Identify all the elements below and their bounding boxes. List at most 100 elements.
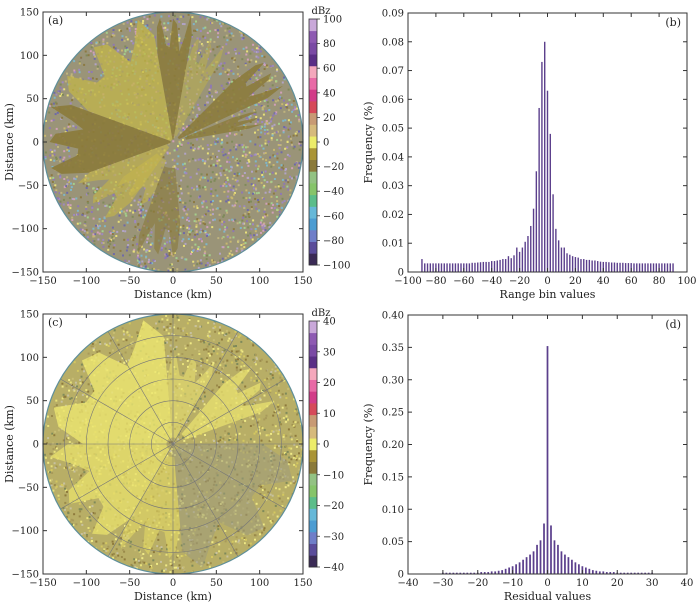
x-tick-label: 50 xyxy=(210,276,223,287)
bar xyxy=(650,263,652,272)
colorbar-swatch xyxy=(309,356,317,369)
bar xyxy=(584,567,587,574)
colorbar-swatch xyxy=(309,485,317,498)
colorbar-swatch xyxy=(309,496,317,509)
y-tick-label: 100 xyxy=(20,353,39,364)
echo-region xyxy=(185,112,263,140)
bar xyxy=(536,544,538,574)
y-axis-label: Distance (km) xyxy=(3,103,16,181)
y-tick-label: 0 xyxy=(398,570,404,581)
x-tick-label: 0 xyxy=(544,578,550,589)
bar xyxy=(543,523,545,574)
bar xyxy=(524,241,526,272)
bar xyxy=(633,572,636,574)
bar xyxy=(485,261,487,272)
x-tick-label: −100 xyxy=(394,276,421,287)
azimuth-line xyxy=(172,443,239,557)
panel-label: (c) xyxy=(48,316,63,329)
bar xyxy=(647,263,649,272)
bar xyxy=(619,262,621,272)
bar xyxy=(595,570,598,574)
echo-region xyxy=(177,62,283,140)
panel-b: −100 −80 −60 −40 −20 0 20 40 60 80 100 0 0.01 0.02 0.0… xyxy=(362,9,697,302)
bar xyxy=(602,261,604,272)
x-tick-label: 0 xyxy=(170,578,176,589)
x-tick-label: −20 xyxy=(467,578,488,589)
bar xyxy=(640,572,643,574)
bar xyxy=(513,255,515,272)
bar xyxy=(560,247,563,272)
bar xyxy=(454,263,457,272)
bar xyxy=(504,259,507,272)
bar xyxy=(532,208,535,272)
x-tick-label: −10 xyxy=(502,578,523,589)
y-tick-label: 0.04 xyxy=(382,152,404,163)
bar xyxy=(624,263,627,272)
colorbar-tick-label: 40 xyxy=(323,317,336,328)
bar xyxy=(616,262,618,272)
bar xyxy=(613,262,616,272)
bar xyxy=(539,540,542,574)
bar xyxy=(518,562,521,574)
bar xyxy=(466,572,469,574)
colorbar-swatch xyxy=(309,414,317,427)
colorbar-tick-label: −40 xyxy=(323,187,344,198)
bar xyxy=(550,525,552,574)
y-tick-label: 0.03 xyxy=(382,181,404,192)
bar xyxy=(459,572,462,574)
echo-region xyxy=(49,105,171,174)
bar xyxy=(599,261,602,272)
bar xyxy=(469,572,472,574)
colorbar-tick-label: 100 xyxy=(323,15,342,26)
y-axis-label: Distance (km) xyxy=(3,405,16,483)
x-tick-label: −50 xyxy=(119,276,140,287)
colorbar-swatch xyxy=(309,508,317,521)
bar xyxy=(473,572,476,574)
y-tick-label: 0.02 xyxy=(382,210,404,221)
y-tick-label: 0 xyxy=(398,268,404,279)
bar xyxy=(522,559,524,574)
bar xyxy=(483,572,486,574)
colorbar-swatch xyxy=(309,171,317,184)
bar xyxy=(647,572,650,574)
colorbar-swatch xyxy=(309,520,317,533)
bar xyxy=(578,564,580,574)
colorbar-tick-label: 30 xyxy=(323,347,336,358)
azimuth-line xyxy=(60,378,174,445)
y-tick-label: 0.08 xyxy=(382,37,404,48)
x-tick-label: −40 xyxy=(397,578,418,589)
bar xyxy=(627,263,630,272)
bar xyxy=(583,259,585,272)
bar xyxy=(532,551,535,574)
bar xyxy=(546,346,549,574)
bar xyxy=(479,262,482,272)
colorbar-tick-label: −20 xyxy=(323,162,344,173)
bar xyxy=(623,572,626,574)
y-tick-label: −100 xyxy=(12,224,39,235)
x-axis-label: Residual values xyxy=(504,590,592,603)
y-tick-label: 0.05 xyxy=(382,124,404,135)
bar xyxy=(637,572,640,574)
bar xyxy=(655,263,658,272)
panel-c: −150 −100 −50 0 50 100 150150100500−50−100−150… xyxy=(3,308,344,603)
bar xyxy=(440,263,443,272)
x-tick-label: 100 xyxy=(250,578,269,589)
bar xyxy=(594,260,596,272)
x-tick-label: 100 xyxy=(677,276,696,287)
bar xyxy=(661,263,663,272)
colorbar-tick-label: −40 xyxy=(323,563,344,574)
bar xyxy=(471,262,473,272)
y-tick-label: 50 xyxy=(26,94,39,105)
echo-region xyxy=(167,355,214,439)
colorbar-swatch xyxy=(309,30,317,43)
x-axis-label: Range bin values xyxy=(500,288,596,301)
y-tick-label: 150 xyxy=(20,310,39,321)
bar xyxy=(424,263,426,272)
bar xyxy=(630,572,633,574)
y-tick-label: 0.10 xyxy=(382,505,404,516)
colorbar-swatch xyxy=(309,473,317,486)
x-tick-label: 30 xyxy=(646,578,659,589)
x-tick-label: 20 xyxy=(569,276,582,287)
bar xyxy=(482,261,485,272)
bar xyxy=(563,247,565,272)
